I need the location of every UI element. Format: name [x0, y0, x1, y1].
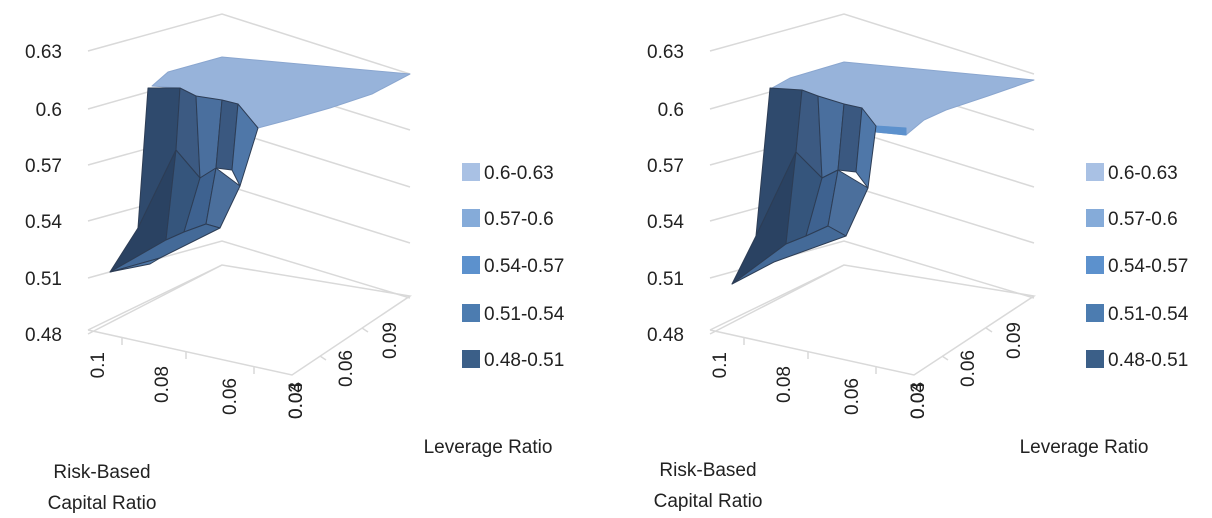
legend-swatch	[462, 209, 480, 227]
z-tick-label: 0.54	[25, 212, 62, 233]
surface-chart-left: 0.63 0.6 0.57 0.54 0.51 0.48 0.1 0.08 0.…	[25, 13, 565, 514]
legend-label: 0.57-0.6	[1108, 209, 1178, 230]
floor-tick-lev-2	[361, 327, 369, 333]
rbc-tick-label: 0.04	[286, 382, 307, 419]
lev-tick-label: 0.09	[1004, 322, 1025, 359]
legend-swatch	[462, 163, 480, 181]
legend: 0.6-0.63 0.57-0.6 0.54-0.57 0.51-0.54 0.…	[1086, 163, 1189, 371]
legend-swatch	[1086, 209, 1104, 227]
legend-label: 0.54-0.57	[484, 256, 564, 277]
legend-swatch	[1086, 163, 1104, 181]
rbc-tick-label: 0.04	[908, 382, 929, 419]
legend-swatch	[462, 304, 480, 322]
floor-tick-lev-2	[985, 327, 993, 333]
legend-swatch	[1086, 256, 1104, 274]
surface-floor-strip	[731, 225, 847, 285]
legend-label: 0.6-0.63	[1108, 163, 1178, 184]
legend-label: 0.51-0.54	[484, 304, 565, 325]
floor	[709, 264, 1037, 376]
lev-tick-label: 0.06	[336, 350, 357, 387]
x-axis-title-line2: Capital Ratio	[48, 493, 157, 514]
surface-plateau-edge	[875, 125, 907, 136]
z-tick-label: 0.63	[25, 42, 62, 63]
z-tick-label: 0.48	[647, 325, 684, 346]
gridline-0.63	[87, 13, 411, 75]
z-tick-label: 0.6	[36, 100, 62, 121]
legend-label: 0.48-0.51	[1108, 350, 1188, 371]
surface-chart-right: 0.63 0.6 0.57 0.54 0.51 0.48 0.1 0.08 0.…	[606, 0, 1212, 518]
y-axis-title: Leverage Ratio	[424, 437, 553, 458]
x-axis-title-line2: Capital Ratio	[654, 491, 763, 512]
rbc-tick-label: 0.1	[88, 352, 109, 378]
z-tick-label: 0.57	[25, 156, 62, 177]
floor-outline	[709, 264, 1037, 376]
legend-label: 0.6-0.63	[484, 163, 554, 184]
lev-tick-label: 0.09	[380, 322, 401, 359]
chart-svg-left: 0.63 0.6 0.57 0.54 0.51 0.48 0.1 0.08 0.…	[25, 13, 565, 514]
floor-tick-lev-1	[941, 355, 949, 361]
z-tick-label: 0.6	[658, 100, 684, 121]
y-axis-title: Leverage Ratio	[1020, 437, 1149, 458]
rbc-tick-label: 0.08	[774, 366, 795, 403]
z-tick-label: 0.51	[647, 269, 684, 290]
legend-label: 0.48-0.51	[484, 350, 564, 371]
z-tick-label: 0.57	[647, 156, 684, 177]
chart-svg-right: 0.63 0.6 0.57 0.54 0.51 0.48 0.1 0.08 0.…	[647, 13, 1189, 512]
lev-tick-label: 0.03	[286, 382, 307, 419]
lev-tick-label: 0.03	[908, 382, 929, 419]
legend-label: 0.51-0.54	[1108, 304, 1189, 325]
z-tick-label: 0.54	[647, 212, 684, 233]
surface-plot	[109, 56, 411, 273]
floor-tick-lev-1	[319, 355, 327, 361]
gridline-0.63	[709, 13, 1035, 75]
rbc-tick-label: 0.08	[152, 366, 173, 403]
z-tick-label: 0.63	[647, 42, 684, 63]
rbc-tick-label: 0.06	[842, 378, 863, 415]
legend-swatch	[462, 350, 480, 368]
legend-swatch	[1086, 304, 1104, 322]
floor-outline	[87, 264, 412, 376]
legend-label: 0.54-0.57	[1108, 256, 1188, 277]
surface-plot	[731, 61, 1035, 285]
z-tick-label: 0.51	[25, 269, 62, 290]
legend-swatch	[1086, 350, 1104, 368]
rbc-tick-label: 0.06	[220, 378, 241, 415]
lev-tick-label: 0.06	[958, 350, 979, 387]
floor	[87, 264, 412, 376]
x-axis-title-line1: Risk-Based	[659, 460, 756, 481]
rbc-tick-label: 0.1	[710, 352, 731, 378]
surface-floor-strip-2	[109, 257, 161, 273]
z-tick-label: 0.48	[25, 325, 62, 346]
legend-label: 0.57-0.6	[484, 209, 554, 230]
legend: 0.6-0.63 0.57-0.6 0.54-0.57 0.51-0.54 0.…	[462, 163, 565, 371]
wall-gridlines	[709, 13, 1035, 335]
legend-swatch	[462, 256, 480, 274]
x-axis-title-line1: Risk-Based	[53, 462, 150, 483]
